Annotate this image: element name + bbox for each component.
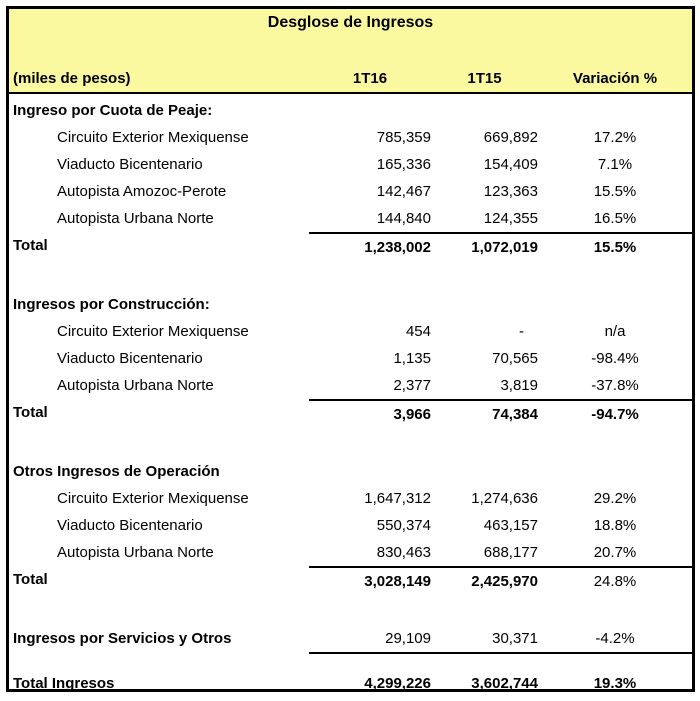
row-label: Autopista Urbana Norte xyxy=(57,210,214,227)
value-1t16: 144,840 xyxy=(376,210,431,227)
value-1t15: 463,157 xyxy=(483,517,538,534)
column-header-1t15: 1T15 xyxy=(467,70,502,87)
total-variacion: 24.8% xyxy=(593,573,637,590)
section-title: Ingreso por Cuota de Peaje: xyxy=(13,102,213,119)
value-1t16: 165,336 xyxy=(376,156,431,173)
value-variacion: 29.2% xyxy=(593,490,637,507)
section-header-cuota-peaje: Ingreso por Cuota de Peaje: xyxy=(9,97,692,124)
value-1t16: 830,463 xyxy=(376,544,431,561)
total-variacion: -94.7% xyxy=(591,406,639,423)
total-1t15: 74,384 xyxy=(492,406,538,423)
total-1t15: 2,425,970 xyxy=(471,573,538,590)
table-title: Desglose de Ingresos xyxy=(267,14,434,31)
column-header-1t16: 1T16 xyxy=(352,70,388,87)
total-label: Total xyxy=(13,237,48,254)
table-row: Viaducto Bicentenario 550,374 463,157 18… xyxy=(9,512,692,539)
grand-total-1t15: 3,602,744 xyxy=(471,675,538,692)
value-1t15: - xyxy=(519,323,524,340)
value-variacion: 15.5% xyxy=(593,183,637,200)
grand-total-row: Total Ingresos 4,299,226 3,602,744 19.3% xyxy=(9,670,692,697)
row-label: Viaducto Bicentenario xyxy=(57,350,203,367)
value-variacion: -4.2% xyxy=(595,630,635,647)
value-variacion: 7.1% xyxy=(597,156,633,173)
value-1t16: 454 xyxy=(405,323,431,340)
value-1t15: 154,409 xyxy=(483,156,538,173)
table-row: Viaducto Bicentenario 1,135 70,565 -98.4… xyxy=(9,345,692,372)
table-row: Autopista Amozoc-Perote 142,467 123,363 … xyxy=(9,178,692,205)
value-variacion: -98.4% xyxy=(591,350,639,367)
section-header-construccion: Ingresos por Construcción: xyxy=(9,291,692,318)
section-header-otros-ingresos: Otros Ingresos de Operación xyxy=(9,458,692,485)
section-divider xyxy=(9,595,692,625)
value-1t16: 785,359 xyxy=(376,129,431,146)
value-1t16: 2,377 xyxy=(393,377,431,394)
value-variacion: 17.2% xyxy=(593,129,637,146)
section-divider xyxy=(9,261,692,291)
value-1t15: 123,363 xyxy=(483,183,538,200)
row-label: Autopista Urbana Norte xyxy=(57,377,214,394)
row-label: Circuito Exterior Mexiquense xyxy=(57,323,249,340)
value-variacion: 20.7% xyxy=(593,544,637,561)
total-variacion: 15.5% xyxy=(593,239,637,256)
table-row: Circuito Exterior Mexiquense 454 - n/a xyxy=(9,318,692,345)
value-1t16: 1,135 xyxy=(393,350,431,367)
section-divider xyxy=(9,428,692,458)
total-1t16: 3,966 xyxy=(393,406,431,423)
row-label: Circuito Exterior Mexiquense xyxy=(57,129,249,146)
row-label: Viaducto Bicentenario xyxy=(57,156,203,173)
total-label: Total xyxy=(13,571,48,588)
grand-total-variacion: 19.3% xyxy=(593,675,637,692)
income-breakdown-table: Desglose de Ingresos (miles de pesos) 1T… xyxy=(6,6,695,692)
column-header-variacion: Variación % xyxy=(572,70,658,87)
row-label: Autopista Amozoc-Perote xyxy=(57,183,227,200)
value-1t16: 550,374 xyxy=(376,517,431,534)
table-row: Viaducto Bicentenario 165,336 154,409 7.… xyxy=(9,151,692,178)
section-divider xyxy=(9,654,692,670)
section-total-row: Total 3,966 74,384 -94.7% xyxy=(9,399,692,428)
table-row: Circuito Exterior Mexiquense 1,647,312 1… xyxy=(9,485,692,512)
row-label: Viaducto Bicentenario xyxy=(57,517,203,534)
value-1t16: 1,647,312 xyxy=(364,490,431,507)
value-variacion: n/a xyxy=(604,323,626,340)
section-total-row: Total 1,238,002 1,072,019 15.5% xyxy=(9,232,692,261)
value-1t15: 3,819 xyxy=(500,377,538,394)
value-variacion: -37.8% xyxy=(591,377,639,394)
row-label: Ingresos por Servicios y Otros xyxy=(13,630,232,647)
table-header-band: Desglose de Ingresos (miles de pesos) 1T… xyxy=(9,9,692,94)
grand-total-label: Total Ingresos xyxy=(13,675,115,692)
table-body: Ingreso por Cuota de Peaje: Circuito Ext… xyxy=(9,94,692,697)
value-1t15: 669,892 xyxy=(483,129,538,146)
value-variacion: 18.8% xyxy=(593,517,637,534)
table-row: Autopista Urbana Norte 2,377 3,819 -37.8… xyxy=(9,372,692,399)
value-1t15: 30,371 xyxy=(492,630,538,647)
value-1t15: 688,177 xyxy=(483,544,538,561)
value-1t15: 70,565 xyxy=(492,350,538,367)
total-1t16: 3,028,149 xyxy=(364,573,431,590)
table-row: Circuito Exterior Mexiquense 785,359 669… xyxy=(9,124,692,151)
unit-label: (miles de pesos) xyxy=(13,70,131,87)
value-variacion: 16.5% xyxy=(593,210,637,227)
row-label: Autopista Urbana Norte xyxy=(57,544,214,561)
section-total-row: Total 3,028,149 2,425,970 24.8% xyxy=(9,566,692,595)
total-1t16: 1,238,002 xyxy=(364,239,431,256)
total-1t15: 1,072,019 xyxy=(471,239,538,256)
section-title: Otros Ingresos de Operación xyxy=(13,463,220,480)
value-1t16: 142,467 xyxy=(376,183,431,200)
value-1t16: 29,109 xyxy=(385,630,431,647)
row-label: Circuito Exterior Mexiquense xyxy=(57,490,249,507)
table-row: Autopista Urbana Norte 144,840 124,355 1… xyxy=(9,205,692,232)
value-1t15: 1,274,636 xyxy=(471,490,538,507)
services-row: Ingresos por Servicios y Otros 29,109 30… xyxy=(9,625,692,654)
total-label: Total xyxy=(13,404,48,421)
value-1t15: 124,355 xyxy=(483,210,538,227)
grand-total-1t16: 4,299,226 xyxy=(364,675,431,692)
column-header-row: (miles de pesos) 1T16 1T15 Variación % xyxy=(9,68,692,90)
table-row: Autopista Urbana Norte 830,463 688,177 2… xyxy=(9,539,692,566)
section-title: Ingresos por Construcción: xyxy=(13,296,210,313)
